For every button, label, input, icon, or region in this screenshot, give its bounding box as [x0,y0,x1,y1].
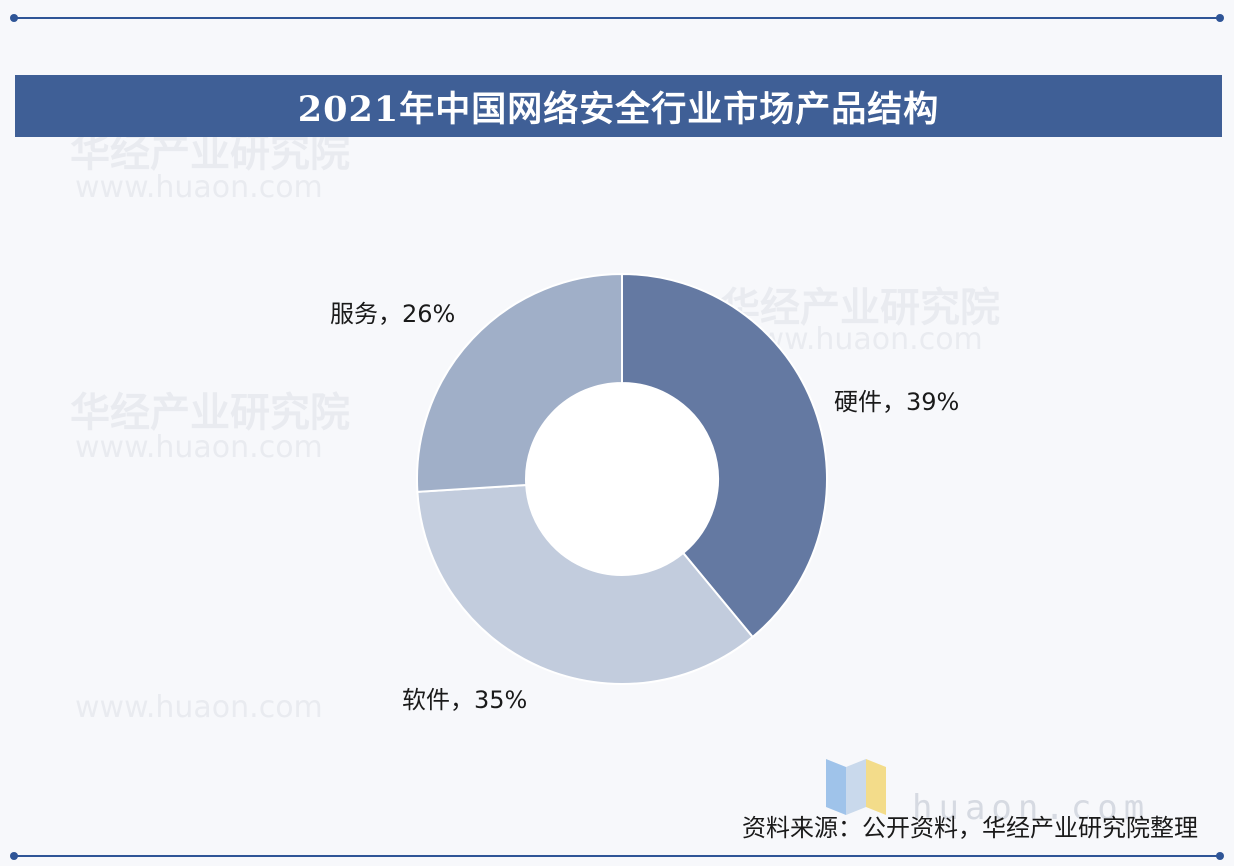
title-bar: 2021年中国网络安全行业市场产品结构 [15,75,1222,137]
slice-label-software: 软件，35% [402,686,527,714]
bottom-left-dot [10,852,18,860]
slice-label-hardware: 硬件，39% [834,388,959,416]
huaon-logo-icon [826,759,886,815]
watermark-site-footer: huaon.com [912,788,1151,828]
bottom-rule [14,855,1220,857]
bottom-right-dot [1216,852,1224,860]
slice-label-service: 服务，26% [330,300,455,328]
source-note: 资料来源：公开资料，华经产业研究院整理 [742,814,1198,842]
chart-title: 2021年中国网络安全行业市场产品结构 [297,88,940,130]
donut-hole [526,383,718,575]
top-right-dot [1216,14,1224,22]
top-left-dot [10,14,18,22]
top-rule [14,17,1220,19]
